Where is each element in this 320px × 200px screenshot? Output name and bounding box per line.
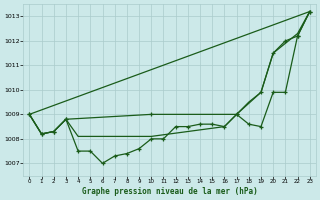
X-axis label: Graphe pression niveau de la mer (hPa): Graphe pression niveau de la mer (hPa) (82, 187, 257, 196)
